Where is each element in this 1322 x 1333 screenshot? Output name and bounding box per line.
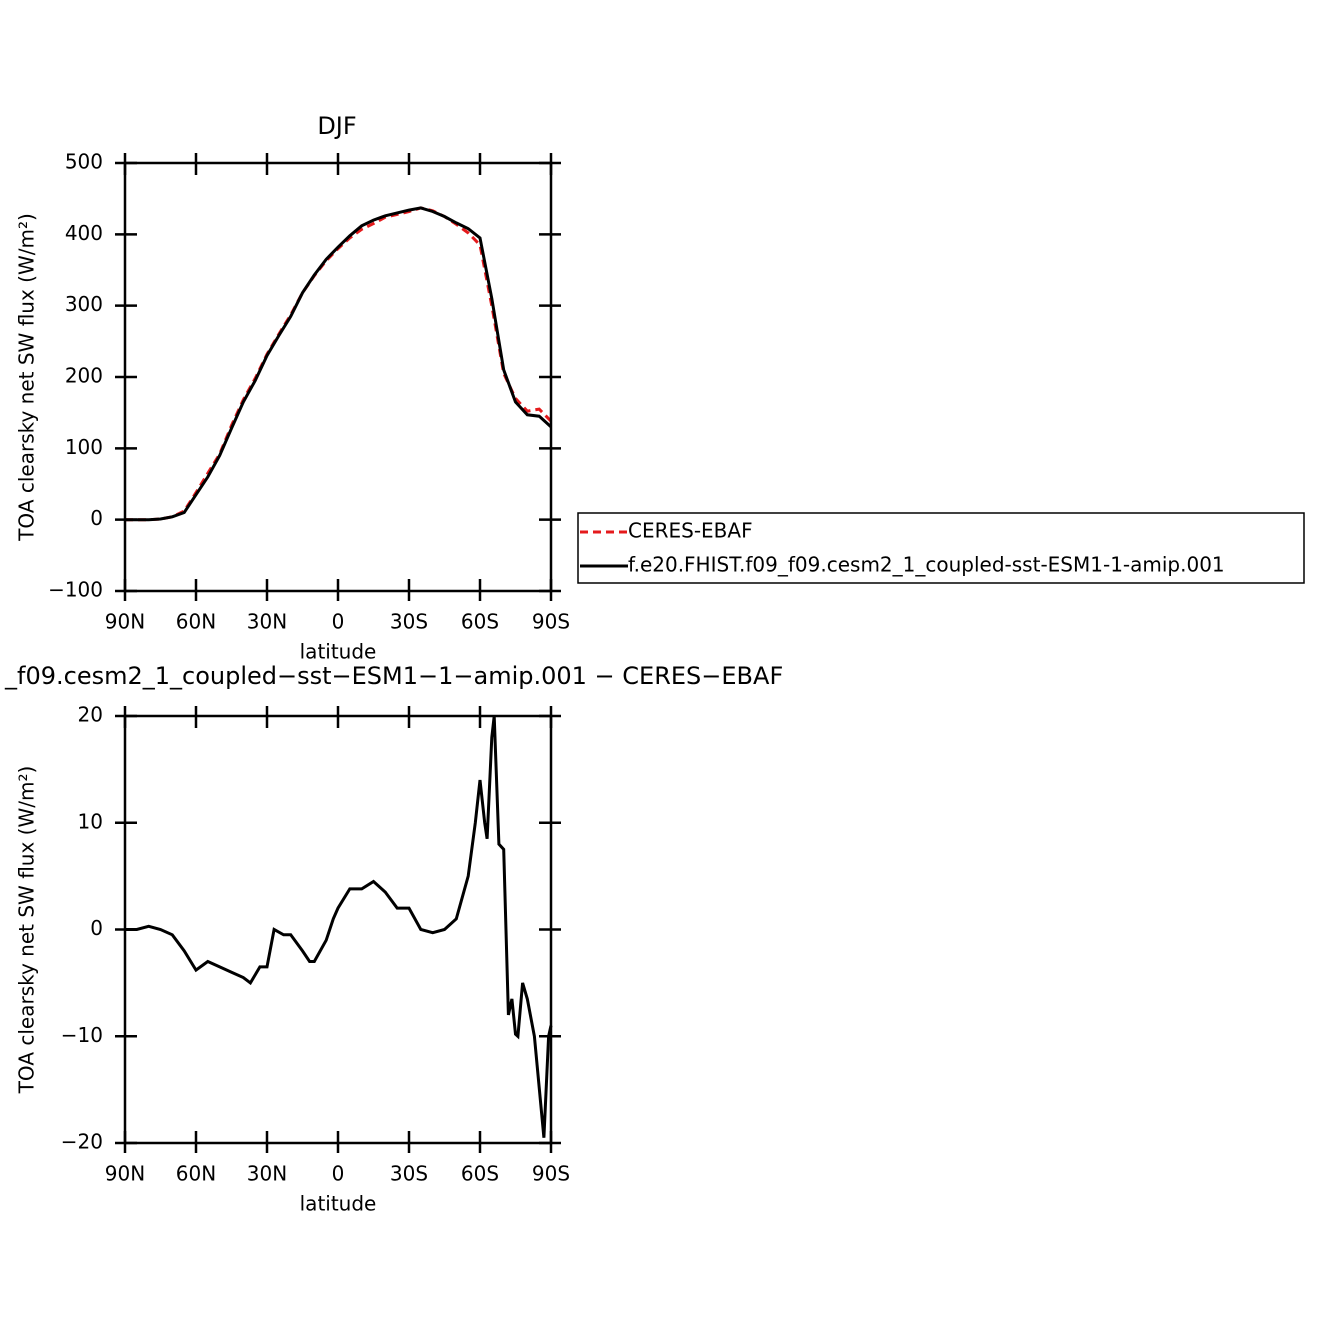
x-tick-label: 90S [532, 1162, 570, 1186]
x-tick-label: 30S [390, 610, 428, 634]
x-tick-label: 0 [332, 1162, 345, 1186]
x-tick-label: 60N [176, 610, 216, 634]
y-axis-label: TOA clearsky net SW flux (W/m²) [15, 766, 39, 1095]
x-tick-label: 60S [461, 1162, 499, 1186]
data-line [125, 715, 553, 1138]
legend-label: f.e20.FHIST.f09_f09.cesm2_1_coupled-sst-… [628, 553, 1225, 577]
x-tick-label: 30N [247, 610, 287, 634]
y-tick-label: −20 [61, 1130, 103, 1154]
legend: CERES-EBAF f.e20.FHIST.f09_f09.cesm2_1_co… [577, 512, 1305, 584]
plot-frame [123, 714, 553, 1145]
y-tick-label: 0 [90, 506, 103, 530]
x-axis-label: latitude [300, 1192, 377, 1216]
x-tick-label: 90N [105, 1162, 145, 1186]
data-line [125, 206, 553, 522]
y-tick-label: 300 [65, 292, 103, 316]
y-tick-label: 0 [90, 916, 103, 940]
y-tick-label: 400 [65, 221, 103, 245]
x-tick-label: 90N [105, 610, 145, 634]
y-axis-label: TOA clearsky net SW flux (W/m²) [15, 213, 39, 542]
y-tick-label: 100 [65, 435, 103, 459]
x-tick-label: 0 [332, 610, 345, 634]
y-tick-label: −100 [48, 578, 103, 602]
y-tick-label: 10 [78, 809, 103, 833]
chart-title: _f09.cesm2_1_coupled−sst−ESM1−1−amip.001… [4, 662, 783, 690]
legend-box [577, 512, 1305, 584]
x-tick-label: 60N [176, 1162, 216, 1186]
legend-label: CERES-EBAF [628, 519, 753, 543]
y-tick-label: 200 [65, 364, 103, 388]
chart-title: DJF [317, 112, 356, 140]
y-tick-label: 20 [78, 703, 103, 727]
x-tick-label: 90S [532, 610, 570, 634]
x-axis-label: latitude [300, 640, 377, 664]
x-tick-label: 30S [390, 1162, 428, 1186]
x-tick-label: 60S [461, 610, 499, 634]
plot-frame [123, 161, 553, 593]
data-line [125, 206, 553, 522]
x-tick-label: 30N [247, 1162, 287, 1186]
y-tick-label: 500 [65, 150, 103, 174]
y-tick-label: −10 [61, 1023, 103, 1047]
